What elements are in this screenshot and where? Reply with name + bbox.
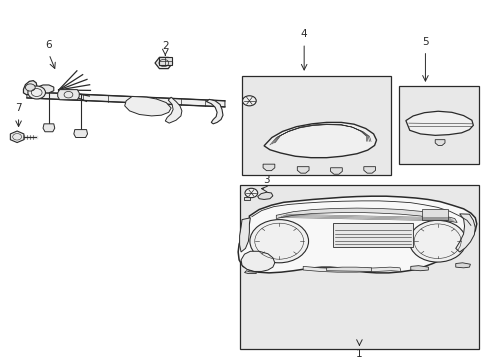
Polygon shape (455, 214, 474, 252)
Polygon shape (23, 81, 37, 95)
Polygon shape (244, 271, 256, 274)
FancyBboxPatch shape (421, 209, 447, 220)
Circle shape (25, 84, 35, 91)
Text: 7: 7 (15, 103, 22, 113)
Polygon shape (206, 99, 223, 124)
FancyBboxPatch shape (242, 76, 390, 175)
Polygon shape (297, 167, 308, 173)
Polygon shape (263, 164, 274, 171)
Polygon shape (74, 130, 87, 138)
Polygon shape (303, 266, 400, 272)
Text: 6: 6 (45, 40, 52, 50)
Polygon shape (165, 97, 182, 123)
FancyBboxPatch shape (159, 57, 171, 65)
Text: 3: 3 (263, 175, 269, 185)
FancyBboxPatch shape (332, 223, 412, 247)
Polygon shape (455, 263, 469, 268)
Polygon shape (434, 140, 444, 145)
Polygon shape (241, 251, 274, 271)
Polygon shape (244, 197, 250, 200)
Polygon shape (363, 167, 375, 173)
Polygon shape (239, 218, 250, 252)
Polygon shape (326, 267, 371, 271)
Text: 4: 4 (300, 29, 307, 39)
Circle shape (249, 220, 308, 263)
FancyBboxPatch shape (239, 185, 478, 349)
Polygon shape (43, 124, 55, 132)
Polygon shape (238, 196, 476, 273)
Text: 5: 5 (421, 37, 428, 47)
FancyBboxPatch shape (398, 86, 478, 164)
Polygon shape (155, 57, 172, 69)
Polygon shape (37, 85, 54, 93)
Circle shape (242, 96, 256, 106)
Text: 1: 1 (355, 348, 362, 359)
Polygon shape (124, 96, 171, 116)
Polygon shape (27, 92, 224, 107)
Polygon shape (257, 192, 272, 199)
Circle shape (28, 86, 45, 99)
Polygon shape (330, 168, 342, 174)
Text: 2: 2 (162, 41, 168, 51)
Polygon shape (276, 208, 456, 222)
Polygon shape (410, 266, 427, 271)
Circle shape (408, 220, 465, 262)
Polygon shape (58, 90, 79, 100)
Polygon shape (264, 122, 376, 158)
Circle shape (244, 188, 257, 198)
Polygon shape (405, 111, 472, 135)
Polygon shape (10, 131, 24, 143)
